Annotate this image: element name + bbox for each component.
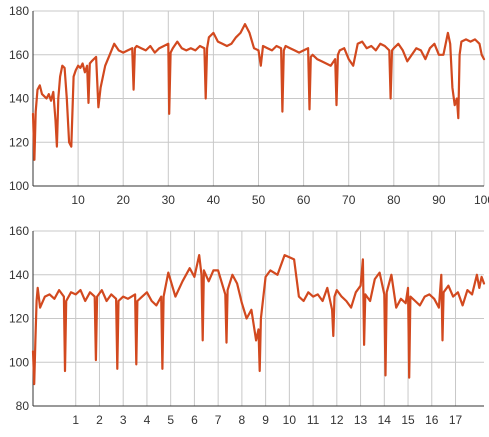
bottom-y-tick-label: 80 (16, 399, 30, 413)
top-x-tick-label: 70 (342, 193, 356, 207)
bottom-x-tick-label: 13 (354, 413, 368, 427)
top-x-tick-label: 30 (162, 193, 176, 207)
top-x-tick-label: 100 (474, 193, 489, 207)
bottom-x-tick-label: 9 (262, 413, 269, 427)
bottom-x-tick-label: 16 (425, 413, 439, 427)
top-y-tick-label: 160 (9, 48, 29, 62)
bottom-x-tick-label: 8 (239, 413, 246, 427)
bottom-x-tick-label: 5 (167, 413, 174, 427)
bottom-y-tick-label: 120 (9, 312, 29, 326)
bottom-y-tick-label: 100 (9, 355, 29, 369)
top-line-chart: 100 120 140 160 180 10 20 30 40 50 60 70 80 90 100 (9, 4, 489, 207)
bottom-x-tick-label: 17 (449, 413, 463, 427)
bottom-x-tick-label: 3 (120, 413, 127, 427)
top-x-tick-label: 90 (432, 193, 446, 207)
top-x-tick-label: 10 (71, 193, 85, 207)
top-x-tick-label: 50 (252, 193, 266, 207)
bottom-x-tick-label: 1 (72, 413, 79, 427)
bottom-x-tick-label: 12 (330, 413, 344, 427)
top-x-tick-label: 40 (207, 193, 221, 207)
bottom-x-tick-label: 15 (401, 413, 415, 427)
bottom-x-tick-label: 14 (378, 413, 392, 427)
bottom-x-tick-label: 4 (144, 413, 151, 427)
bottom-series-line (31, 254, 486, 386)
top-series-line (31, 23, 486, 161)
top-x-tick-label: 80 (387, 193, 401, 207)
bottom-x-tick-label: 7 (215, 413, 222, 427)
top-x-tick-label: 20 (117, 193, 131, 207)
top-x-tick-label: 60 (297, 193, 311, 207)
top-y-tick-label: 180 (9, 4, 29, 18)
top-y-tick-label: 120 (9, 135, 29, 149)
bottom-x-tick-label: 2 (96, 413, 103, 427)
bottom-x-tick-label: 10 (283, 413, 297, 427)
bottom-y-tick-label: 140 (9, 268, 29, 282)
bottom-x-tick-label: 11 (307, 413, 320, 427)
bottom-y-tick-label: 160 (9, 224, 29, 238)
top-y-tick-label: 140 (9, 92, 29, 106)
top-y-tick-label: 100 (9, 179, 29, 193)
bottom-x-tick-label: 6 (191, 413, 198, 427)
